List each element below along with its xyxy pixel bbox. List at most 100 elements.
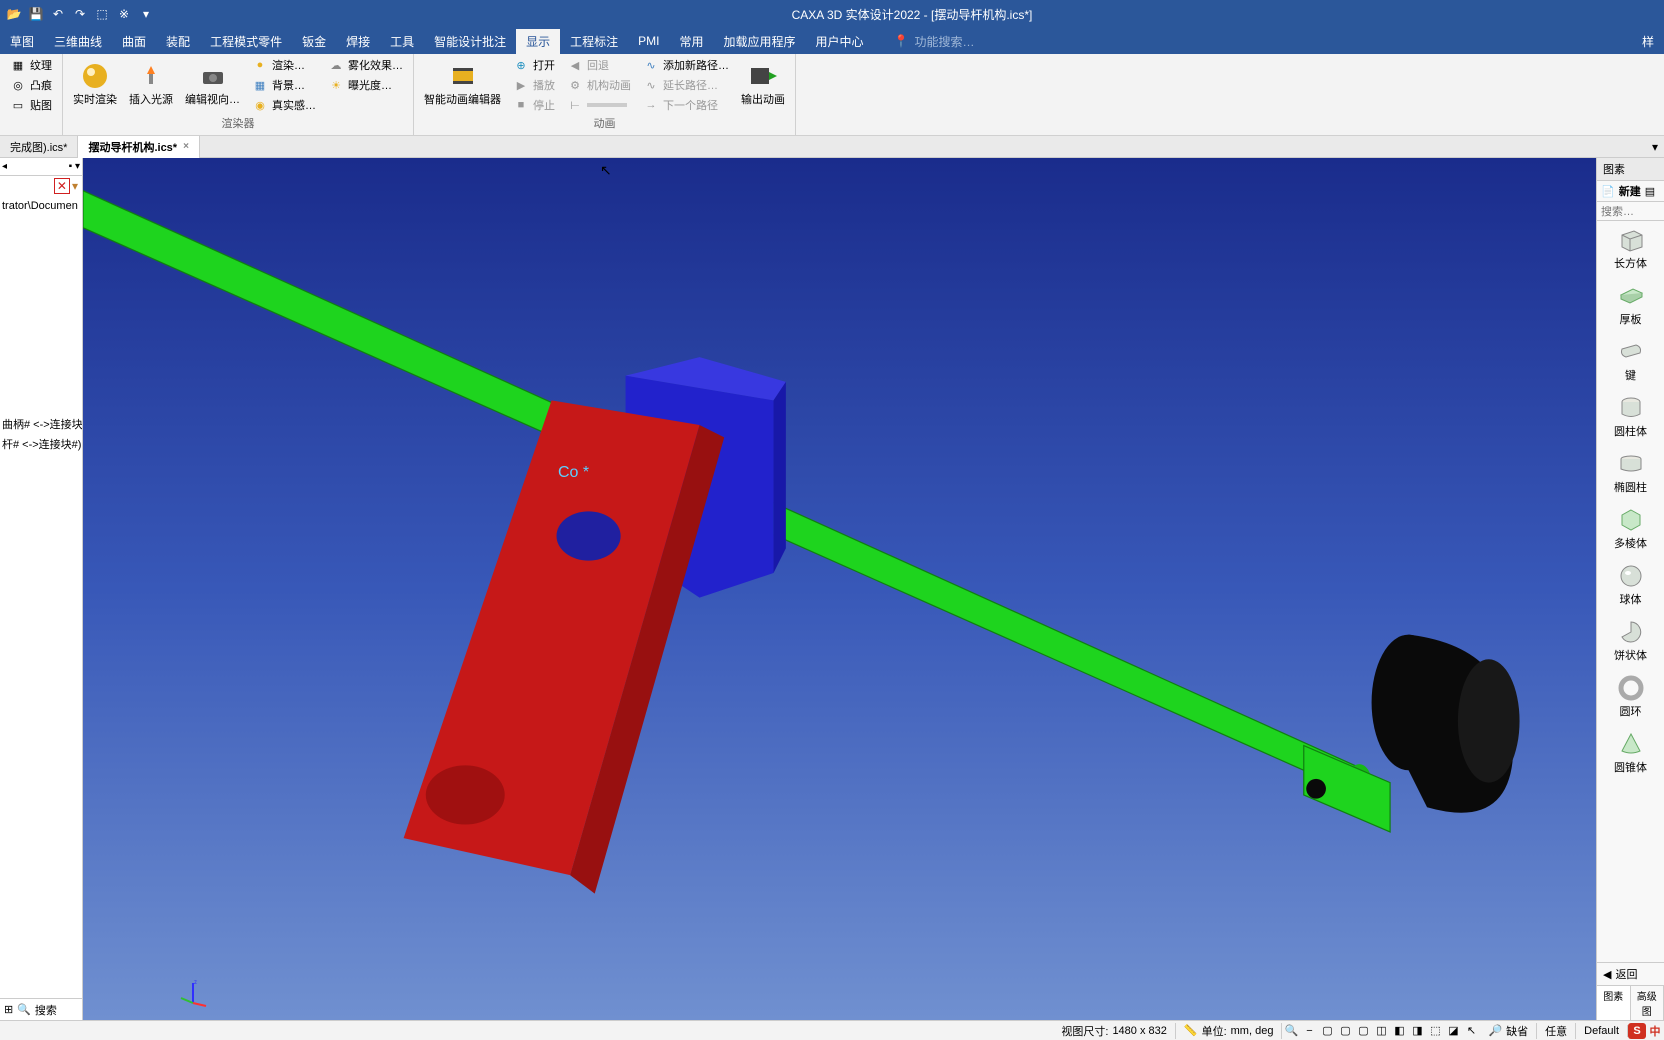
menu-loadapp[interactable]: 加载应用程序 [714, 29, 806, 54]
shape-item[interactable]: 球体 [1597, 557, 1664, 613]
anim-stop-button[interactable]: ■停止 [509, 96, 559, 114]
qat-dropdown-icon[interactable]: ▾ [138, 6, 154, 22]
doc-tab-0[interactable]: 完成图).ics* [0, 136, 78, 158]
shape-item[interactable]: 键 [1597, 333, 1664, 389]
right-more-icon[interactable]: ▤ [1645, 185, 1655, 198]
menu-smartannot[interactable]: 智能设计批注 [424, 29, 516, 54]
panel-collapse-icon[interactable]: ◂ [2, 161, 7, 172]
tree-filter-icon[interactable]: ▾ [72, 179, 78, 193]
shape-item[interactable]: 饼状体 [1597, 613, 1664, 669]
view-5-icon[interactable]: ◧ [1390, 1023, 1408, 1039]
expand-tree-icon[interactable]: ⊞ [4, 1003, 13, 1016]
redo-icon[interactable]: ↷ [72, 6, 88, 22]
status-profile[interactable]: Default [1576, 1025, 1628, 1037]
shape-icon [1618, 619, 1644, 645]
shape-label: 圆柱体 [1614, 423, 1647, 439]
exposure-button[interactable]: ☀曝光度… [324, 76, 407, 94]
anim-slider[interactable]: ⊢ [563, 96, 635, 114]
realtime-render-button[interactable]: 实时渲染 [69, 56, 121, 111]
status-mode[interactable]: 任意 [1537, 1023, 1576, 1039]
fog-button[interactable]: ☁雾化效果… [324, 56, 407, 74]
menu-pmi[interactable]: PMI [628, 30, 669, 52]
next-path-button[interactable]: →下一个路径 [639, 96, 733, 114]
menu-search[interactable]: 📍 功能搜索… [894, 33, 975, 50]
menu-engannot[interactable]: 工程标注 [560, 29, 628, 54]
undo-icon[interactable]: ↶ [50, 6, 66, 22]
quick-access-toolbar: 📂 💾 ↶ ↷ ⬚ ※ ▾ [0, 6, 160, 22]
shape-item[interactable]: 厚板 [1597, 277, 1664, 333]
zoom-out-icon[interactable]: − [1300, 1023, 1318, 1039]
menu-weld[interactable]: 焊接 [336, 29, 380, 54]
model-tree[interactable]: trator\Documen 曲柄# <->连接块#) 杆# <->连接块#) [0, 196, 82, 998]
menu-display[interactable]: 显示 [516, 29, 560, 54]
coord-label: Co * [558, 464, 589, 482]
export-anim-button[interactable]: 输出动画 [737, 56, 789, 111]
anim-open-button[interactable]: ⊕打开 [509, 56, 559, 74]
realistic-button[interactable]: ◉真实感… [248, 96, 320, 114]
back-button[interactable]: ◀返回 [1597, 963, 1664, 985]
view-4-icon[interactable]: ◫ [1372, 1023, 1390, 1039]
view-wire-icon[interactable]: ⬚ [1426, 1023, 1444, 1039]
shape-item[interactable]: 圆环 [1597, 669, 1664, 725]
menu-engpart[interactable]: 工程模式零件 [200, 29, 292, 54]
anim-play-button[interactable]: ▶播放 [509, 76, 559, 94]
texture-button[interactable]: ▦纹理 [6, 56, 56, 74]
shape-item[interactable]: 长方体 [1597, 221, 1664, 277]
view-2-icon[interactable]: ▢ [1336, 1023, 1354, 1039]
add-path-button[interactable]: ∿添加新路径… [639, 56, 733, 74]
view-shade-icon[interactable]: ◪ [1444, 1023, 1462, 1039]
open-icon[interactable]: 📂 [6, 6, 22, 22]
shape-item[interactable]: 圆柱体 [1597, 389, 1664, 445]
menu-tools[interactable]: 工具 [380, 29, 424, 54]
save-icon[interactable]: 💾 [28, 6, 44, 22]
shape-icon [1618, 507, 1644, 533]
3d-viewport[interactable]: Co * z ↖ [83, 158, 1596, 1020]
anim-editor-button[interactable]: 智能动画编辑器 [420, 56, 505, 111]
tabs-dropdown-icon[interactable]: ▾ [1646, 140, 1664, 154]
menu-usercenter[interactable]: 用户中心 [806, 29, 874, 54]
right-tab-advanced[interactable]: 高级图 [1631, 986, 1664, 1020]
doc-tab-1[interactable]: 摆动导杆机构.ics* × [78, 136, 199, 158]
decal-button[interactable]: ▭贴图 [6, 96, 56, 114]
close-tab-icon[interactable]: × [183, 141, 189, 152]
insert-light-button[interactable]: 插入光源 [125, 56, 177, 111]
shape-item[interactable]: 多棱体 [1597, 501, 1664, 557]
view-1-icon[interactable]: ▢ [1318, 1023, 1336, 1039]
qat-more1-icon[interactable]: ⬚ [94, 6, 110, 22]
zoom-fit-icon[interactable]: 🔍 [1282, 1023, 1300, 1039]
anim-back-button[interactable]: ◀回退 [563, 56, 635, 74]
menu-sketch[interactable]: 草图 [0, 29, 44, 54]
menu-surface[interactable]: 曲面 [112, 29, 156, 54]
bump-button[interactable]: ◎凸痕 [6, 76, 56, 94]
shape-icon [1618, 451, 1644, 477]
tree-close-icon[interactable]: ✕ [54, 178, 70, 194]
right-search-input[interactable] [1601, 206, 1660, 218]
search-left-icon[interactable]: 🔍 [17, 1003, 31, 1016]
left-panel-header: ◂ ▪ ▾ [0, 158, 82, 176]
menu-assembly[interactable]: 装配 [156, 29, 200, 54]
panel-pin-icon[interactable]: ▪ ▾ [69, 161, 80, 172]
menu-common[interactable]: 常用 [670, 29, 714, 54]
menu-right-extra[interactable]: 样 [1632, 29, 1664, 54]
ime-lang-button[interactable]: 中 [1646, 1023, 1664, 1039]
extend-path-button[interactable]: ∿延长路径… [639, 76, 733, 94]
menu-sheetmetal[interactable]: 钣金 [292, 29, 336, 54]
ime-logo-icon[interactable]: S [1628, 1023, 1646, 1039]
render-opts-button[interactable]: ●渲染… [248, 56, 320, 74]
right-tab-shapes[interactable]: 图素 [1597, 986, 1631, 1020]
view-6-icon[interactable]: ◨ [1408, 1023, 1426, 1039]
background-button[interactable]: ▦背景… [248, 76, 320, 94]
cursor-mode-icon[interactable]: ↖ [1462, 1023, 1480, 1039]
tree-item-1[interactable]: 曲柄# <->连接块#) [2, 414, 80, 434]
new-shape-button[interactable]: 新建 [1619, 183, 1641, 199]
new-shape-icon[interactable]: 📄 [1601, 185, 1615, 198]
view-3-icon[interactable]: ▢ [1354, 1023, 1372, 1039]
shape-item[interactable]: 椭圆柱 [1597, 445, 1664, 501]
edit-orient-button[interactable]: 编辑视向… [181, 56, 244, 111]
status-zoom-label[interactable]: 🔎 缺省 [1480, 1023, 1537, 1039]
mech-anim-button[interactable]: ⚙机构动画 [563, 76, 635, 94]
menu-3dcurve[interactable]: 三维曲线 [44, 29, 112, 54]
shape-item[interactable]: 圆锥体 [1597, 725, 1664, 781]
qat-more2-icon[interactable]: ※ [116, 6, 132, 22]
tree-item-2[interactable]: 杆# <->连接块#) [2, 434, 80, 454]
